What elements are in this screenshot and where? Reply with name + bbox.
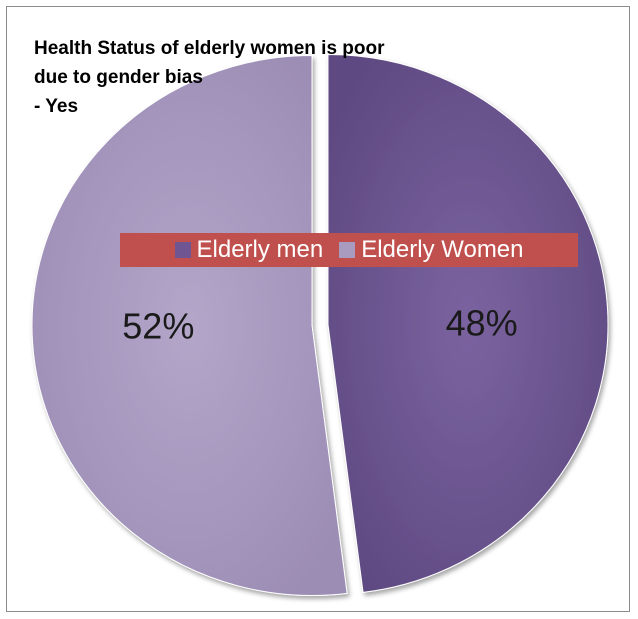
- legend-label-elderly-men: Elderly men: [196, 236, 324, 263]
- pie-label-elderly-women: 52%: [122, 305, 194, 346]
- legend-item-elderly-men: Elderly men: [174, 236, 324, 264]
- pie-slice-elderly-women: [31, 55, 348, 596]
- chart-legend: Elderly men Elderly Women: [120, 233, 578, 267]
- chart-title: Health Status of elderly women is poor d…: [34, 34, 534, 121]
- pie-label-elderly-men: 48%: [446, 303, 518, 344]
- chart-title-line-1: Health Status of elderly women is poor: [34, 38, 385, 59]
- legend-swatch-elderly-women: [339, 242, 356, 258]
- chart-title-line-2: due to gender bias: [34, 67, 203, 88]
- pie-labels: 48% 52%: [122, 303, 517, 347]
- pie-slices: [31, 53, 609, 596]
- chart-title-line-3: - Yes: [34, 96, 79, 117]
- legend-swatch-elderly-men: [174, 242, 191, 258]
- legend-item-elderly-women: Elderly Women: [339, 236, 524, 264]
- pie-slice-elderly-men: [327, 53, 609, 593]
- legend-label-elderly-women: Elderly Women: [361, 236, 524, 263]
